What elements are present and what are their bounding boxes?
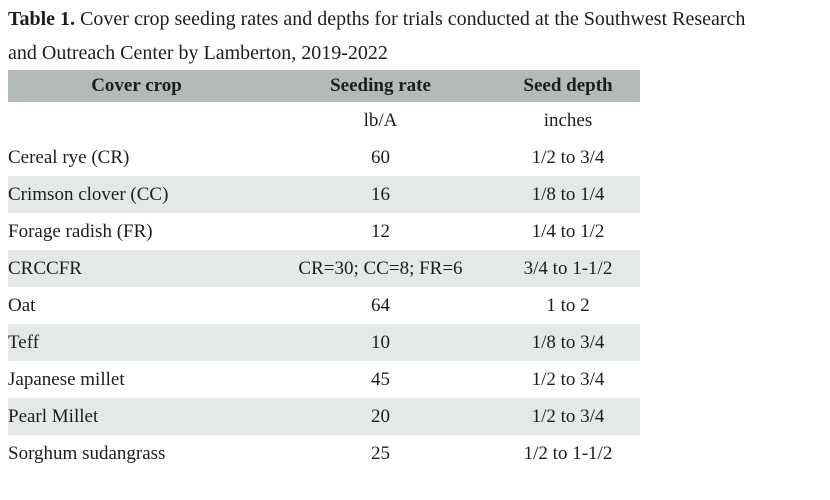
column-header-cover-crop: Cover crop <box>8 70 265 102</box>
units-seed-depth-cell: inches <box>496 102 640 139</box>
seeding-rate-cell: 20 <box>371 405 390 427</box>
cover-crop-cell: CRCCFR <box>8 257 82 279</box>
seeding-rate-cell: 16 <box>371 183 390 205</box>
units-cover-crop-cell <box>8 102 265 139</box>
seed-depth-cell: 1/2 to 1-1/2 <box>523 442 613 464</box>
table-caption: Table 1. Cover crop seeding rates and de… <box>8 0 830 70</box>
table-row: Pearl Millet 20 1/2 to 3/4 <box>8 398 640 435</box>
seed-depth-cell: 1/2 to 3/4 <box>531 405 605 427</box>
units-row: lb/A inches <box>8 102 640 139</box>
table-row: Oat 64 1 to 2 <box>8 287 640 324</box>
seeding-rate-cell: 12 <box>371 220 390 242</box>
seeding-rate-cell: 45 <box>371 368 390 390</box>
cover-crop-cell: Pearl Millet <box>8 405 99 427</box>
seed-depth-cell: 1/8 to 1/4 <box>531 183 605 205</box>
cover-crop-cell: Sorghum sudangrass <box>8 442 166 464</box>
seed-depth-cell: 1/4 to 1/2 <box>531 220 605 242</box>
cover-crop-cell: Teff <box>8 331 40 353</box>
table-row: Teff 10 1/8 to 3/4 <box>8 324 640 361</box>
seed-depth-cell: 1/8 to 3/4 <box>531 331 605 353</box>
seeding-rate-cell: 25 <box>371 442 390 464</box>
seeding-rate-cell: CR=30; CC=8; FR=6 <box>298 257 463 279</box>
table-row: Japanese millet 45 1/2 to 3/4 <box>8 361 640 398</box>
table-header-row: Cover crop Seeding rate Seed depth <box>8 70 640 102</box>
table-row: CRCCFR CR=30; CC=8; FR=6 3/4 to 1-1/2 <box>8 250 640 287</box>
column-header-seed-depth: Seed depth <box>496 70 640 102</box>
article-table-section: Table 1. Cover crop seeding rates and de… <box>8 0 830 472</box>
seeding-rate-cell: 10 <box>371 331 390 353</box>
cover-crop-cell: Oat <box>8 294 36 316</box>
table-caption-label: Table 1. <box>8 8 76 30</box>
table-row: Crimson clover (CC) 16 1/8 to 1/4 <box>8 176 640 213</box>
seed-depth-cell: 1/2 to 3/4 <box>531 368 605 390</box>
table-row: Forage radish (FR) 12 1/4 to 1/2 <box>8 213 640 250</box>
seed-depth-cell: 1 to 2 <box>546 294 590 316</box>
cover-crop-cell: Japanese millet <box>8 368 125 390</box>
cover-crop-table: Cover crop Seeding rate Seed depth lb/A … <box>8 70 640 472</box>
table-row: Sorghum sudangrass 25 1/2 to 1-1/2 <box>8 435 640 472</box>
seed-depth-cell: 1/2 to 3/4 <box>531 146 605 168</box>
seeding-rate-cell: 64 <box>371 294 390 316</box>
cover-crop-cell: Forage radish (FR) <box>8 220 153 242</box>
table-row: Cereal rye (CR) 60 1/2 to 3/4 <box>8 139 640 176</box>
units-seeding-rate-cell: lb/A <box>265 102 496 139</box>
table-caption-line2: and Outreach Center by Lamberton, 2019-2… <box>8 42 388 64</box>
cover-crop-cell: Crimson clover (CC) <box>8 183 169 205</box>
seeding-rate-cell: 60 <box>371 146 390 168</box>
cover-crop-cell: Cereal rye (CR) <box>8 146 130 168</box>
table-caption-line1: Cover crop seeding rates and depths for … <box>80 8 746 30</box>
seed-depth-cell: 3/4 to 1-1/2 <box>523 257 613 279</box>
column-header-seeding-rate: Seeding rate <box>265 70 496 102</box>
